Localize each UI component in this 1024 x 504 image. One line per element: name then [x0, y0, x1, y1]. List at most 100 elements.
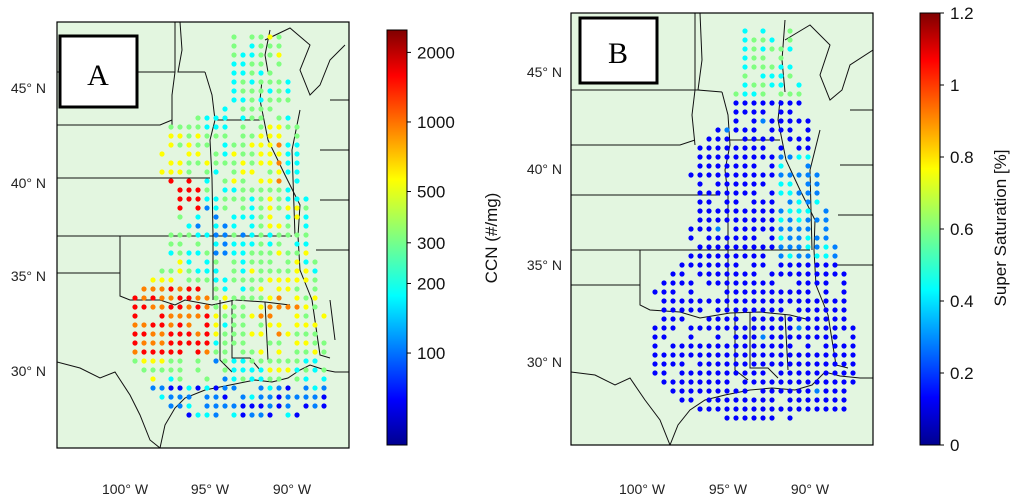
map-a-station-dot: [312, 304, 318, 310]
map-a-station-dot: [231, 151, 237, 157]
map-b-station-dot: [751, 163, 757, 169]
map-a-station-dot: [186, 142, 192, 148]
map-a-station-dot: [276, 286, 282, 292]
map-a-station-dot: [195, 142, 201, 148]
map-a-station-dot: [159, 286, 165, 292]
map-a-station-dot: [267, 205, 273, 211]
map-b-station-dot: [796, 172, 802, 178]
map-b-station-dot: [751, 199, 757, 205]
map-b-station-dot: [733, 271, 739, 277]
map-b-station-dot: [715, 181, 721, 187]
map-a-station-dot: [213, 169, 219, 175]
map-a-station-dot: [240, 187, 246, 193]
map-a-station-dot: [276, 385, 282, 391]
map-b-station-dot: [697, 181, 703, 187]
map-b-station-dot: [850, 352, 856, 358]
map-a-station-dot: [258, 223, 264, 229]
map-b-station-dot: [706, 397, 712, 403]
map-a-station-dot: [159, 340, 165, 346]
map-b-station-dot: [742, 289, 748, 295]
map-a-station-dot: [168, 178, 174, 184]
map-a-station-dot: [186, 232, 192, 238]
map-a-station-dot: [312, 367, 318, 373]
map-a-station-dot: [285, 169, 291, 175]
map-b-station-dot: [760, 118, 766, 124]
map-a-station-dot: [240, 214, 246, 220]
map-a-station-dot: [267, 250, 273, 256]
map-b-station-dot: [787, 37, 793, 43]
map-b-station-dot: [787, 370, 793, 376]
map-a-station-dot: [303, 358, 309, 364]
map-b-station-dot: [688, 226, 694, 232]
colorbar-a-label: CCN (#/mg): [482, 193, 501, 284]
map-b-station-dot: [823, 217, 829, 223]
map-a-station-dot: [213, 268, 219, 274]
map-a-station-dot: [267, 52, 273, 58]
map-b-station-dot: [850, 379, 856, 385]
map-b-station-dot: [742, 64, 748, 70]
map-b-station-dot: [805, 244, 811, 250]
map-a-station-dot: [276, 295, 282, 301]
map-a-station-dot: [240, 412, 246, 418]
map-a-station-dot: [267, 160, 273, 166]
map-b-station-dot: [760, 280, 766, 286]
map-b-station-dot: [697, 172, 703, 178]
map-a-station-dot: [258, 358, 264, 364]
map-b-station-dot: [823, 280, 829, 286]
map-a-station-dot: [285, 214, 291, 220]
map-a-station-dot: [240, 313, 246, 319]
map-b-station-dot: [706, 271, 712, 277]
map-b-station-dot: [751, 82, 757, 88]
map-a-station-dot: [249, 151, 255, 157]
map-a-station-dot: [168, 142, 174, 148]
colorbar-b-label: Super Saturation [%]: [991, 150, 1010, 307]
map-b-station-dot: [823, 271, 829, 277]
map-b-station-dot: [796, 334, 802, 340]
map-a-station-dot: [159, 385, 165, 391]
map-a-station-dot: [195, 340, 201, 346]
map-a-station-dot: [213, 160, 219, 166]
map-a-station-dot: [258, 43, 264, 49]
map-a-station-dot: [240, 241, 246, 247]
map-b-station-dot: [742, 271, 748, 277]
map-b-station-dot: [706, 325, 712, 331]
map-b-station-dot: [733, 127, 739, 133]
map-b-station-dot: [679, 343, 685, 349]
map-a-station-dot: [258, 259, 264, 265]
map-a-station-dot: [132, 340, 138, 346]
map-b-station-dot: [823, 289, 829, 295]
map-b-station-dot: [796, 253, 802, 259]
map-b-station-dot: [823, 208, 829, 214]
map-b-station-dot: [733, 91, 739, 97]
map-a-station-dot: [258, 403, 264, 409]
map-a-station-dot: [204, 187, 210, 193]
map-b-station-dot: [787, 334, 793, 340]
lon-tick-b-95: 95° W: [709, 481, 748, 497]
map-a-station-dot: [231, 376, 237, 382]
map-a-station-dot: [276, 196, 282, 202]
map-b-station-dot: [814, 406, 820, 412]
map-b-station-dot: [706, 253, 712, 259]
map-b-station-dot: [778, 163, 784, 169]
map-a-station-dot: [258, 34, 264, 40]
map-b-station-dot: [841, 406, 847, 412]
map-b-station-dot: [652, 334, 658, 340]
map-b-station-dot: [733, 262, 739, 268]
map-a-station-dot: [240, 358, 246, 364]
map-b-station-dot: [769, 217, 775, 223]
map-a-station-dot: [249, 196, 255, 202]
map-b-station-dot: [742, 217, 748, 223]
map-b-station-dot: [805, 253, 811, 259]
map-b-station-dot: [787, 406, 793, 412]
map-a-station-dot: [168, 160, 174, 166]
map-a-station-dot: [267, 88, 273, 94]
map-a-station-dot: [186, 250, 192, 256]
map-b-station-dot: [769, 190, 775, 196]
map-a-station-dot: [195, 331, 201, 337]
map-b-station-dot: [778, 262, 784, 268]
map-a-station-dot: [132, 349, 138, 355]
map-a-station-dot: [267, 259, 273, 265]
map-a-station-dot: [195, 277, 201, 283]
map-a-station-dot: [285, 124, 291, 130]
map-b-station-dot: [760, 325, 766, 331]
